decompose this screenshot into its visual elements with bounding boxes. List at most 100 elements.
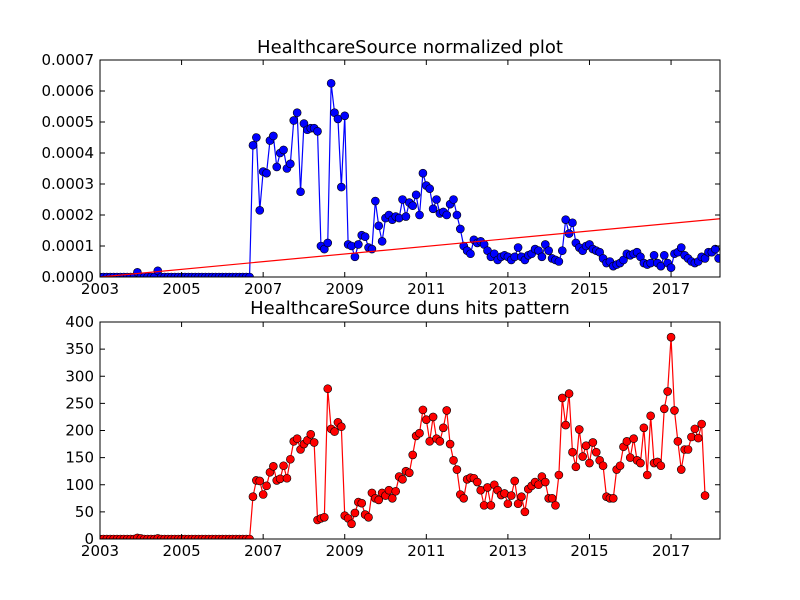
chart-bottom-point-56 [286,454,295,464]
chart-top-ytick-label-3: 0.0003 [42,175,95,193]
chart-bottom-point-167 [663,387,672,396]
chart-bottom-point-92 [408,450,418,460]
chart-bottom-ytick-label-7: 350 [65,340,94,358]
chart-bottom-point-124 [517,492,526,501]
chart-top-point-72 [340,111,350,121]
chart-bottom-point-133 [547,494,557,503]
chart-top-point-78 [360,232,370,241]
chart-top-point-139 [568,218,577,228]
chart-bottom-point-89 [398,475,407,484]
chart-bottom-point-91 [405,468,414,478]
chart-bottom-point-71 [337,422,346,432]
chart-top-point-49 [262,168,271,178]
chart-bottom-point-160 [639,423,649,433]
chart-top-point-81 [371,196,380,206]
chart-bottom-ytick-label-6: 300 [65,367,94,385]
chart-bottom-point-135 [554,470,564,480]
chart-bottom-point-67 [323,384,333,394]
chart-bottom-point-47 [255,476,265,486]
chart-top-point-68 [326,78,336,88]
chart-bottom-point-104 [449,456,458,465]
chart-bottom-point-159 [636,458,645,468]
chart-bottom-ytick-label-8: 400 [65,313,94,331]
chart-top-point-57 [289,116,299,125]
chart-bottom-point-63 [309,438,319,447]
chart-bottom-point-153 [615,461,625,471]
chart-bottom-point-95 [418,405,428,415]
chart-top-xtick-label-2: 2007 [244,280,282,298]
chart-bottom-point-58 [292,434,302,443]
chart-top-point-93 [411,190,421,200]
chart-top-point-99 [432,195,441,204]
chart-top-point-171 [676,243,686,252]
chart-top-point-44 [245,272,254,277]
chart-top-xtick-label-1: 2005 [162,280,200,298]
chart-bottom-series-group [100,332,710,539]
chart-top-point-105 [452,210,462,220]
chart-bottom-point-48 [258,490,268,499]
chart-bottom-point-151 [608,494,618,503]
chart-bottom-point-136 [557,393,567,403]
chart-top-ytick-label-6: 0.0006 [42,82,95,100]
chart-bottom-ytick-label-3: 150 [65,449,94,467]
chart-top-point-51 [269,131,278,141]
chart-top-series-group [100,78,720,277]
chart-bottom-point-115 [486,501,496,510]
chart-top-point-135 [554,257,564,266]
chart-top-point-64 [313,127,322,136]
chart-bottom-point-170 [673,437,683,446]
chart-top-point-182 [714,254,720,263]
chart-bottom-point-98 [428,412,438,422]
chart-bottom-point-86 [388,494,397,503]
chart-bottom-point-82 [374,495,384,505]
chart-top-point-97 [425,184,435,193]
chart-top-point-123 [513,243,523,252]
chart-bottom-point-66 [320,512,329,522]
chart-top-point-75 [350,252,360,262]
chart-top-point-130 [537,252,547,262]
chart-top-point-47 [255,206,265,215]
chart-top-title: HealthcareSource normalized plot [257,37,563,58]
chart-top-point-59 [296,187,305,197]
chart-top-point-132 [544,246,553,255]
chart-top-point-82 [374,221,384,231]
chart-bottom-point-103 [445,439,455,449]
chart-top-point-166 [659,251,669,260]
chart-bottom-point-122 [510,476,519,486]
chart-bottom-point-121 [506,491,516,500]
chart-bottom-point-169 [670,406,679,415]
chart-top-point-102 [442,210,452,220]
chart-bottom-point-94 [415,428,424,438]
chart-bottom-ytick-label-1: 50 [75,503,94,521]
chart-bottom-point-134 [551,501,560,510]
chart-top-point-94 [415,210,424,220]
chart-top-point-109 [466,249,475,259]
chart-bottom-point-45 [248,492,258,501]
chart-bottom-point-125 [520,507,530,517]
chart-bottom-point-100 [435,437,445,446]
chart-bottom-point-176 [693,433,703,443]
chart-bottom-point-101 [439,423,448,433]
chart-bottom-point-55 [282,473,292,483]
chart-bottom-point-87 [391,486,401,496]
chart-bottom-point-141 [574,425,584,434]
chart-bottom-point-62 [306,429,316,439]
chart-bottom-point-161 [642,470,652,480]
chart-bottom-xtick-label-7: 2017 [652,542,690,560]
chart-bottom-point-166 [659,404,669,414]
chart-top-point-52 [272,162,282,172]
chart-bottom-xtick-label-4: 2011 [407,542,445,560]
chart-top-xtick-label-7: 2017 [652,280,690,298]
chart-bottom-axes: 2003 2005 2007 2009 2011 2013 2015 2017 0 50 100 15… [65,313,720,560]
chart-bottom-point-145 [588,438,598,447]
chart-bottom-point-77 [357,498,367,508]
chart-top-point-92 [408,201,418,210]
chart-top-point-76 [354,240,363,249]
chart-bottom-point-148 [598,461,608,471]
chart-top-ytick-label-4: 0.0004 [42,144,95,162]
chart-bottom-xtick-label-2: 2007 [244,542,282,560]
chart-top-ytick-label-1: 0.0001 [42,237,95,255]
chart-top-xtick-label-4: 2011 [407,280,445,298]
